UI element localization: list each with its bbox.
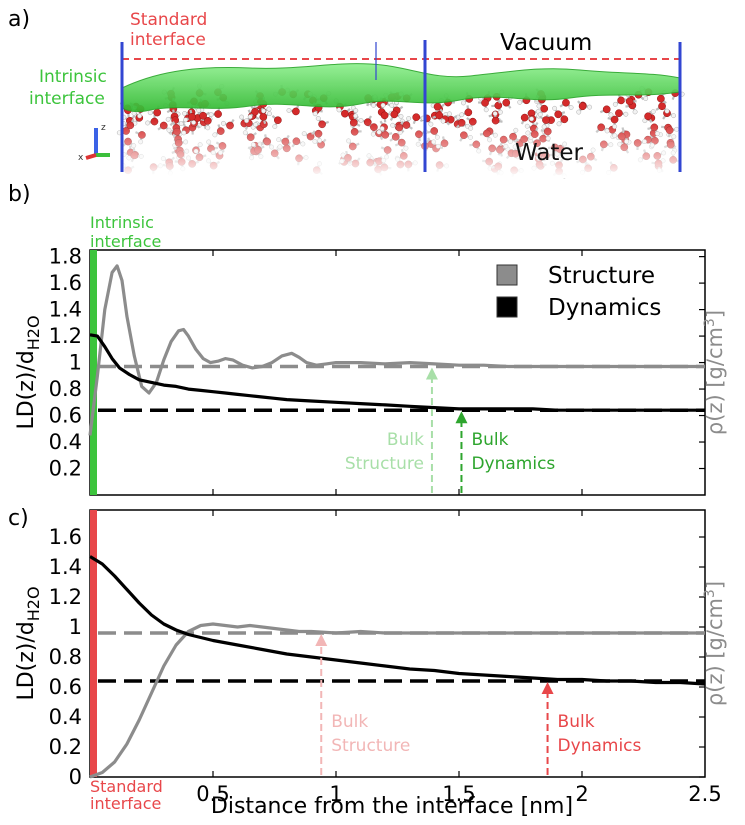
y-tick-label: 1.4: [49, 298, 82, 322]
intrinsic-surface-sheet: [121, 63, 681, 113]
bulk-annotation-text: Structure: [331, 736, 410, 756]
y-tick-label: 0.2: [49, 735, 82, 759]
bulk-annotation-text: Bulk: [387, 430, 424, 450]
svg-text:z: z: [101, 123, 106, 133]
y-axis-title: LD(z)/dH2O: [14, 586, 43, 700]
y-tick-label: 0.4: [49, 705, 82, 729]
standard-interface-label-line1: Standard: [130, 10, 207, 30]
series-line-structure: [89, 622, 705, 779]
bulk-annotation-text: Dynamics: [471, 454, 555, 474]
panel-a: a) Standard interface Intrinsic interfac…: [8, 7, 685, 179]
panel-c-letter: c): [8, 506, 29, 531]
x-tick-label: 2: [575, 782, 588, 806]
y-tick-label: 1.6: [49, 525, 82, 549]
panel-b-letter: b): [8, 182, 31, 207]
reference-interface-label: interface: [90, 794, 161, 813]
svg-text:x: x: [78, 153, 84, 163]
y-tick-label: 1.8: [49, 245, 82, 269]
panel-b: b) 0.2 0.40.6 0.81 1.21.4 1.61.8 Bulk Structur…: [8, 182, 727, 496]
water-label: Water: [515, 140, 584, 166]
y-tick-label: 1: [69, 615, 82, 639]
y-tick-label: 0.6: [49, 675, 82, 699]
bulk-annotation-text: Structure: [345, 454, 424, 474]
bulk-annotation-text: Bulk: [471, 430, 508, 450]
x-tick-label: 1: [329, 782, 342, 806]
x-tick-label: 1.5: [442, 782, 475, 806]
y-tick-label: 0.2: [49, 457, 82, 481]
y-tick-label: 1: [69, 351, 82, 375]
x-tick-label: 0.5: [196, 782, 229, 806]
bulk-marker-arrowhead: [455, 411, 468, 424]
y-tick-label: 1.2: [49, 324, 82, 348]
y-tick-label: 0.6: [49, 404, 82, 428]
y-tick-label: 0.8: [49, 377, 82, 401]
y-tick-label: 1.2: [49, 585, 82, 609]
y-tick-label: 1.6: [49, 271, 82, 295]
y-tick-label: 0: [69, 765, 82, 789]
axes-triad-icon: z x: [78, 123, 110, 163]
right-axis-title: ρ(z) [g/cm3]: [702, 310, 727, 435]
vacuum-label: Vacuum: [500, 30, 592, 56]
bulk-marker-arrowhead: [425, 367, 438, 380]
intrinsic-interface-label-line1: Intrinsic: [39, 67, 107, 87]
reference-interface-label: interface: [90, 232, 161, 251]
series-line-dynamics: [89, 333, 705, 412]
bulk-marker-arrowhead: [315, 634, 328, 646]
legend-swatch: [496, 296, 518, 318]
y-tick-label: 0.8: [49, 645, 82, 669]
y-tick-label: 1.4: [49, 555, 82, 579]
bulk-annotation-text: Bulk: [331, 712, 368, 732]
bulk-marker-arrowhead: [541, 682, 554, 694]
x-tick-label: 2.5: [688, 782, 721, 806]
standard-interface-label-line2: interface: [130, 30, 206, 50]
water-fade: [118, 120, 680, 178]
series-line-dynamics: [89, 555, 706, 686]
y-tick-label: 0.4: [49, 430, 82, 454]
bulk-annotation-text: Dynamics: [558, 736, 642, 756]
reference-interface-bar: [90, 250, 97, 495]
intrinsic-interface-label-line2: interface: [29, 89, 105, 109]
panel-c: c) 0 0.2 0.4 0.6 0.8 1 1.2 1.4 1.6 0.5 1 1.5 2 2.5 Bul…: [8, 506, 727, 813]
reference-interface-label: Standard: [90, 777, 163, 796]
legend-label: Structure: [548, 263, 655, 289]
legend-swatch: [496, 264, 518, 286]
right-axis-title: ρ(z) [g/cm3]: [702, 581, 727, 706]
panel-a-letter: a): [8, 7, 30, 32]
x-axis-title: Distance from the interface [nm]: [211, 794, 573, 819]
legend-label: Dynamics: [548, 295, 661, 321]
reference-interface-label: Intrinsic: [90, 213, 154, 232]
bulk-annotation-text: Bulk: [558, 712, 595, 732]
y-axis-title: LD(z)/dH2O: [14, 315, 43, 429]
reference-interface-bar: [90, 510, 97, 777]
